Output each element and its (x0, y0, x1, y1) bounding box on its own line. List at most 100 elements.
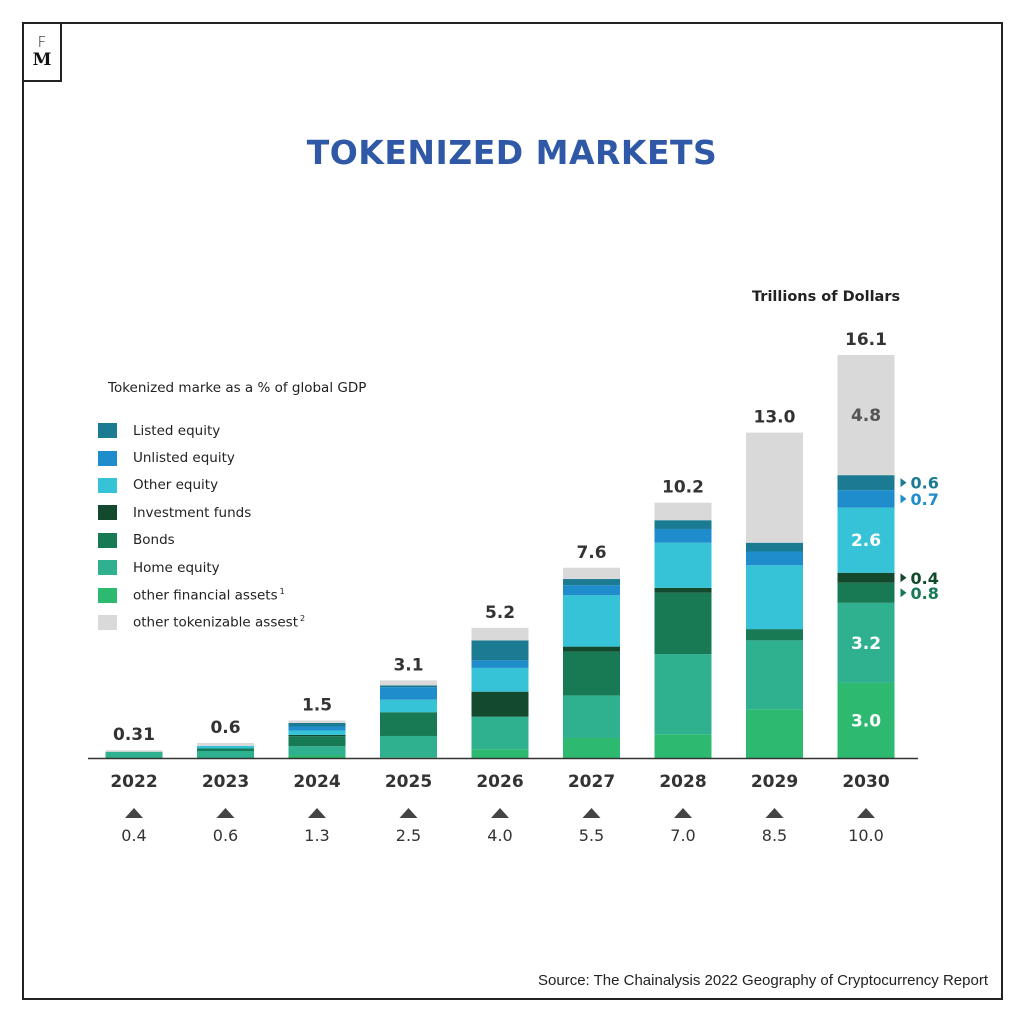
page-title: TOKENIZED MARKETS (306, 133, 718, 172)
bar-segment (471, 640, 529, 661)
bar-segment (837, 682, 895, 758)
bar-segment (380, 699, 437, 713)
x-tick-label: 2022 (110, 772, 157, 792)
legend-label-text: other tokenizable assest (133, 614, 299, 631)
bar-segment (563, 579, 620, 586)
bar-segment (654, 520, 712, 529)
legend-item: Listed equity (98, 417, 305, 444)
bar-segment (197, 750, 254, 758)
callout-arrow-icon (900, 478, 907, 488)
legend-item: Unlisted equity (98, 444, 305, 471)
brand-logo: F M (24, 24, 62, 82)
bar-segment (197, 748, 254, 751)
bar-segment (288, 736, 346, 747)
bar-segment (746, 629, 803, 641)
bar-segment (654, 502, 712, 521)
gdp-percent-label: 1.3 (304, 826, 329, 845)
callout-arrow-icon (900, 573, 907, 583)
bar-total-label: 3.1 (393, 655, 423, 675)
bar-segment (471, 660, 529, 668)
bar-segment (837, 490, 895, 508)
logo-letter-m: M (32, 50, 52, 70)
bar-segment (654, 592, 712, 655)
triangle-up-icon (399, 808, 418, 818)
triangle-up-icon (491, 808, 509, 818)
chart-frame (22, 22, 1003, 1000)
bar-total-label: 10.2 (662, 478, 704, 498)
bar-segment (380, 685, 437, 688)
bar-segment (380, 757, 437, 758)
triangle-up-icon (582, 808, 601, 818)
x-tick-label: 2025 (385, 772, 432, 792)
bar-segment (746, 551, 803, 566)
callout-arrow-icon (900, 494, 907, 504)
gdp-percent-label: 5.5 (579, 826, 604, 845)
triangle-up-icon (125, 808, 143, 818)
gdp-percent-label: 0.6 (213, 826, 238, 845)
legend-label: Home equity (133, 560, 220, 576)
legend-label: other financial assets 1 (133, 587, 285, 604)
legend-label-text: Listed equity (133, 422, 221, 439)
units-label: Trillions of Dollars (752, 289, 901, 305)
legend-item: Investment funds (98, 499, 305, 526)
bar-segment (563, 651, 620, 696)
gdp-percent-label: 10.0 (848, 826, 884, 845)
legend-footnote-marker: 2 (300, 614, 306, 624)
bar-segment (288, 720, 346, 723)
legend-item: Home equity (98, 554, 305, 581)
bar-segment (197, 745, 254, 749)
x-tick-label: 2030 (842, 772, 889, 792)
triangle-up-icon (216, 808, 235, 818)
bar-segment (471, 627, 529, 641)
segment-callout-label: 0.7 (911, 490, 939, 509)
bar-total-label: 0.31 (113, 725, 155, 745)
legend-item: Other equity (98, 472, 305, 499)
legend-label: Bonds (133, 532, 175, 548)
bar-segment (471, 749, 529, 758)
bar-segment (380, 687, 437, 700)
bar-segment (288, 734, 346, 737)
legend-label: Other equity (133, 477, 218, 493)
segment-callout-label: 0.8 (911, 584, 939, 603)
x-tick-label: 2026 (476, 772, 523, 792)
x-tick-label: 2029 (751, 772, 798, 792)
legend-swatch (98, 532, 117, 548)
bar-segment (105, 750, 163, 752)
bar-segment (746, 565, 803, 630)
bar-segment (837, 507, 895, 573)
x-tick-label: 2024 (293, 772, 340, 792)
gdp-percent-label: 7.0 (670, 826, 695, 845)
x-tick-label: 2028 (659, 772, 706, 792)
bar-segment (654, 542, 712, 588)
bar-segment (563, 737, 620, 758)
bar-segment (471, 667, 529, 692)
segment-callout-label: 0.6 (911, 474, 939, 493)
triangle-up-icon (308, 808, 326, 818)
bar-total-label: 7.6 (576, 543, 606, 563)
legend-swatch (98, 450, 117, 466)
bar-segment (380, 735, 437, 758)
triangle-up-icon (674, 808, 692, 818)
bar-segment (288, 722, 346, 727)
bar-segment (746, 542, 803, 552)
bar-segment (380, 712, 437, 736)
legend-label-text: Other equity (133, 477, 219, 494)
legend-label-text: Bonds (133, 532, 175, 549)
legend-label-text: Investment funds (133, 504, 252, 521)
source-note: Source: The Chainalysis 2022 Geography o… (538, 972, 988, 989)
bar-segment (288, 730, 346, 735)
legend-item: other financial assets 1 (98, 581, 305, 608)
bar-segment (471, 691, 529, 717)
gdp-percent-label: 4.0 (487, 826, 512, 845)
bar-segment (746, 432, 803, 543)
triangle-up-icon (765, 808, 784, 818)
x-tick-label: 2023 (202, 772, 249, 792)
bar-segment (563, 695, 620, 738)
bar-segment (288, 726, 346, 731)
legend: Listed equity Unlisted equity Other equity… (98, 417, 305, 636)
legend-title: Tokenized marke as a % of global GDP (108, 380, 367, 396)
segment-value-label: 3.2 (851, 634, 881, 654)
bar-segment (105, 751, 163, 758)
triangle-up-icon (857, 808, 875, 818)
legend-label-text: Home equity (133, 559, 220, 576)
